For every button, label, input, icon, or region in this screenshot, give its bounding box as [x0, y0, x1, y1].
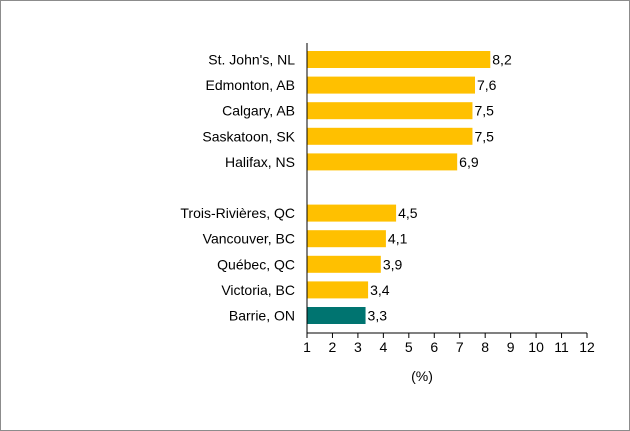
value-label-halifax-ns: 6,9 — [459, 154, 479, 170]
category-label-vancouver-bc: Vancouver, BC — [203, 231, 295, 247]
axes-layer — [306, 43, 587, 334]
bar-vancouver-bc — [307, 230, 386, 248]
labels-layer: St. John's, NL 8,2 Edmonton, AB 7,6 Calgary,… — [180, 52, 512, 324]
value-label-victoria-bc: 3,4 — [370, 282, 390, 298]
bar-saskatoon-sk — [307, 127, 473, 145]
category-label-saskatoon-sk: Saskatoon, SK — [202, 128, 295, 144]
bar-edmonton-ab — [307, 76, 475, 94]
x-tick-label-12: 12 — [579, 339, 595, 355]
bar-trois-rivieres-qc — [307, 204, 397, 222]
x-tick-label-3: 3 — [354, 339, 362, 355]
x-tick-label-4: 4 — [379, 339, 387, 355]
bars-layer — [307, 51, 491, 324]
x-tick-label-7: 7 — [456, 339, 464, 355]
ticks-layer: 1 2 3 4 5 6 7 8 9 10 11 12 — [303, 333, 595, 355]
category-label-halifax-ns: Halifax, NS — [225, 154, 295, 170]
value-label-quebec-qc: 3,9 — [383, 256, 403, 272]
bar-quebec-qc — [307, 255, 381, 273]
category-label-quebec-qc: Québec, QC — [217, 256, 295, 272]
x-tick-label-1: 1 — [303, 339, 311, 355]
value-label-vancouver-bc: 4,1 — [388, 231, 408, 247]
value-label-saskatoon-sk: 7,5 — [474, 128, 494, 144]
value-label-trois-rivieres-qc: 4,5 — [398, 205, 418, 221]
category-label-trois-rivieres-qc: Trois-Rivières, QC — [180, 205, 295, 221]
x-tick-label-9: 9 — [507, 339, 515, 355]
x-tick-label-2: 2 — [329, 339, 337, 355]
x-tick-label-10: 10 — [528, 339, 544, 355]
category-label-edmonton-ab: Edmonton, AB — [205, 77, 295, 93]
value-label-calgary-ab: 7,5 — [474, 103, 494, 119]
category-label-calgary-ab: Calgary, AB — [222, 103, 295, 119]
bar-barrie-on — [307, 307, 366, 324]
bar-st-john-s-nl — [307, 51, 491, 68]
bar-halifax-ns — [307, 153, 458, 171]
category-label-barrie-on: Barrie, ON — [229, 308, 295, 324]
value-label-edmonton-ab: 7,6 — [477, 77, 497, 93]
bar-victoria-bc — [307, 281, 369, 299]
category-label-victoria-bc: Victoria, BC — [221, 282, 295, 298]
category-label-st-john-s-nl: St. John's, NL — [208, 52, 295, 68]
bar-calgary-ab — [307, 102, 473, 120]
x-tick-label-5: 5 — [405, 339, 413, 355]
x-tick-label-11: 11 — [554, 339, 569, 355]
x-axis-title: (%) — [411, 368, 433, 384]
value-label-barrie-on: 3,3 — [368, 308, 388, 324]
value-label-st-john-s-nl: 8,2 — [492, 52, 512, 68]
x-tick-label-8: 8 — [481, 339, 489, 355]
x-tick-label-6: 6 — [430, 339, 438, 355]
